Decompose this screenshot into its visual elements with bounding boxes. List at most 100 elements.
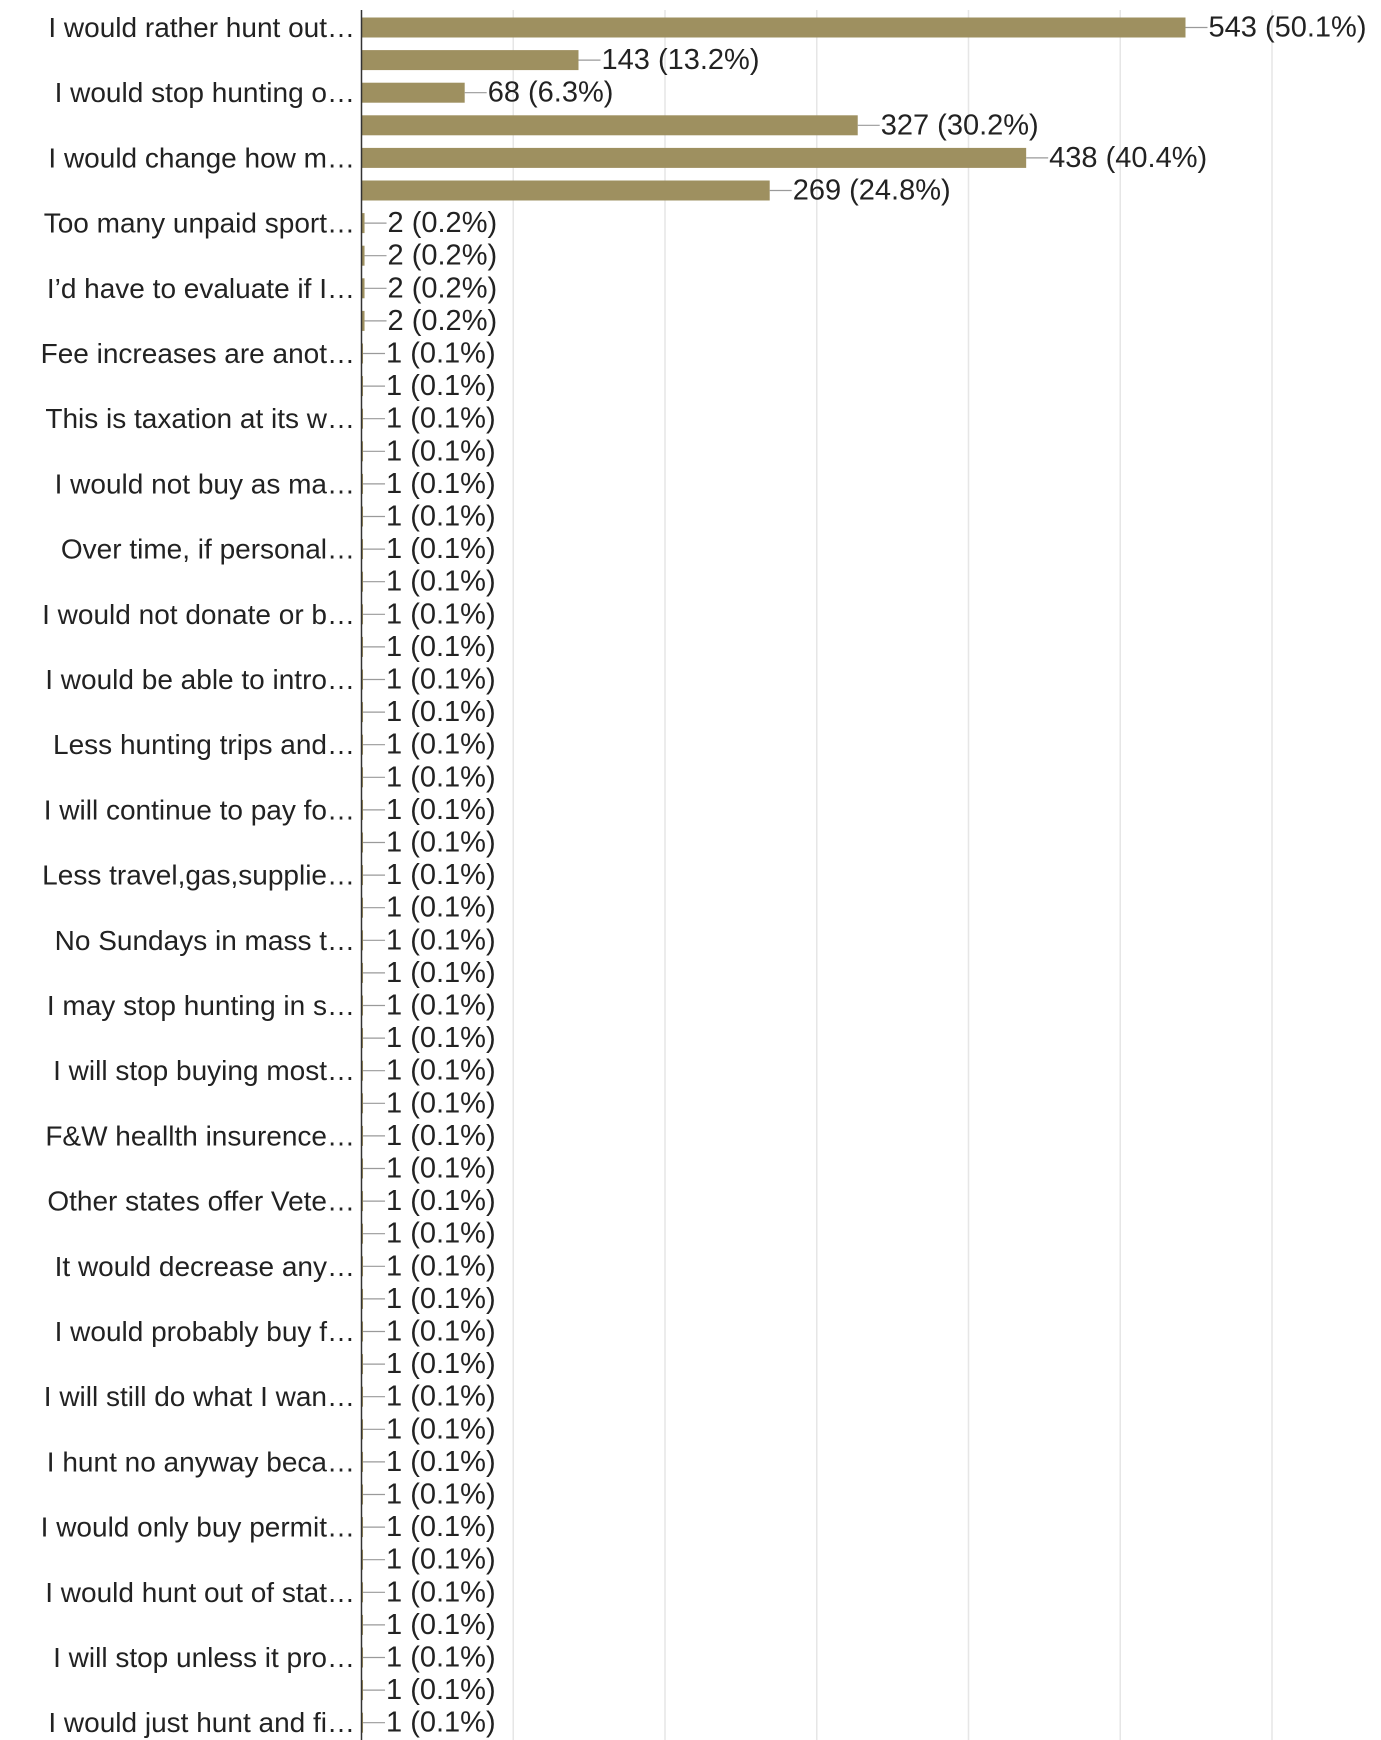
value-label: 327 (30.2%) [881,109,1039,141]
category-label: It would decrease any… [55,1251,355,1282]
bar [361,180,770,201]
value-label: 1 (0.1%) [386,1707,496,1739]
value-label: 1 (0.1%) [386,1413,496,1445]
category-label: This is taxation at its w… [45,403,355,434]
value-label: 2 (0.2%) [388,207,498,239]
value-label: 1 (0.1%) [386,370,496,402]
value-label: 1 (0.1%) [386,892,496,924]
bar [361,669,364,690]
category-label: I would just hunt and fi… [48,1707,355,1738]
bar [361,832,364,853]
category-label: I would only buy permit… [41,1512,355,1543]
bar [361,734,364,755]
bar [361,50,579,71]
value-label: 1 (0.1%) [386,1642,496,1674]
category-label: Other states offer Vete… [47,1186,355,1217]
category-label: Fee increases are anot… [41,338,355,369]
value-label: 1 (0.1%) [386,1250,496,1282]
value-label: 1 (0.1%) [386,1283,496,1315]
value-label: 1 (0.1%) [386,631,496,663]
value-labels: 543 (50.1%) 143 (13.2%)68 (6.3%) 327 (30.2… [386,12,1366,1739]
category-label: I would be able to intro… [45,664,355,695]
value-label: 1 (0.1%) [386,1381,496,1413]
bar [361,1223,364,1244]
value-label: 1 (0.1%) [386,859,496,891]
bar [361,1484,364,1505]
category-label: I would not buy as ma… [55,468,355,499]
category-label: Less travel,gas,supplie… [42,860,355,891]
category-label: Too many unpaid sport… [44,208,355,239]
bar [361,1191,364,1212]
bar [361,245,365,266]
value-label: 1 (0.1%) [386,1153,496,1185]
bar [361,1321,364,1342]
bar [361,1647,364,1668]
bar [361,1614,364,1635]
category-label: I would stop hunting o… [55,77,355,108]
value-label: 1 (0.1%) [386,468,496,500]
category-label: I will stop unless it pro… [53,1642,355,1673]
category-label: I would change how m… [48,142,355,173]
bar [361,1125,364,1146]
category-label: I would hunt out of stat… [45,1577,355,1608]
bar [361,767,364,788]
bar [361,897,364,918]
bar [361,604,364,625]
bar [361,636,364,657]
value-label: 1 (0.1%) [386,729,496,761]
bar [361,1093,364,1114]
bar [361,82,465,103]
value-label: 2 (0.2%) [388,272,498,304]
value-label: 1 (0.1%) [386,1576,496,1608]
value-label: 1 (0.1%) [386,338,496,370]
bar [361,278,365,299]
category-label: Over time, if personal… [61,534,355,565]
value-label: 1 (0.1%) [386,1055,496,1087]
value-label: 2 (0.2%) [388,240,498,272]
value-label: 1 (0.1%) [386,957,496,989]
value-label: 1 (0.1%) [386,794,496,826]
bar [361,115,858,136]
bar [361,343,364,364]
bar [361,1680,364,1701]
bar [361,310,365,331]
value-label: 1 (0.1%) [386,1479,496,1511]
value-label: 1 (0.1%) [386,501,496,533]
value-label: 1 (0.1%) [386,435,496,467]
value-label: 1 (0.1%) [386,827,496,859]
category-label: I will still do what I wan… [44,1381,355,1412]
bar [361,702,364,723]
value-label: 1 (0.1%) [386,1120,496,1152]
bar [361,930,364,951]
category-labels: I would rather hunt out… I would stop hun… [41,12,355,1738]
bar [361,441,364,462]
value-label: 1 (0.1%) [386,1674,496,1706]
category-label: I would not donate or b… [42,599,355,630]
value-label: 1 (0.1%) [386,566,496,598]
value-label: 1 (0.1%) [386,1446,496,1478]
bar [361,1256,364,1277]
value-label: 1 (0.1%) [386,598,496,630]
category-label: I would probably buy f… [55,1316,355,1347]
bar [361,408,364,429]
value-label: 269 (24.8%) [793,175,951,207]
bar [361,539,364,560]
value-label: 1 (0.1%) [386,1185,496,1217]
bar [361,17,1186,38]
category-label: I would rather hunt out… [48,12,355,43]
bar [361,1419,364,1440]
bar [361,1451,364,1472]
value-label: 1 (0.1%) [386,1609,496,1641]
category-label: Less hunting trips and… [53,729,355,760]
bar [361,506,364,527]
value-label: 1 (0.1%) [386,990,496,1022]
bar [361,962,364,983]
bar [361,1582,364,1603]
bar [361,1712,364,1733]
value-label: 68 (6.3%) [488,77,614,109]
bar [361,213,365,234]
value-label: 1 (0.1%) [386,761,496,793]
value-label: 543 (50.1%) [1209,12,1367,44]
